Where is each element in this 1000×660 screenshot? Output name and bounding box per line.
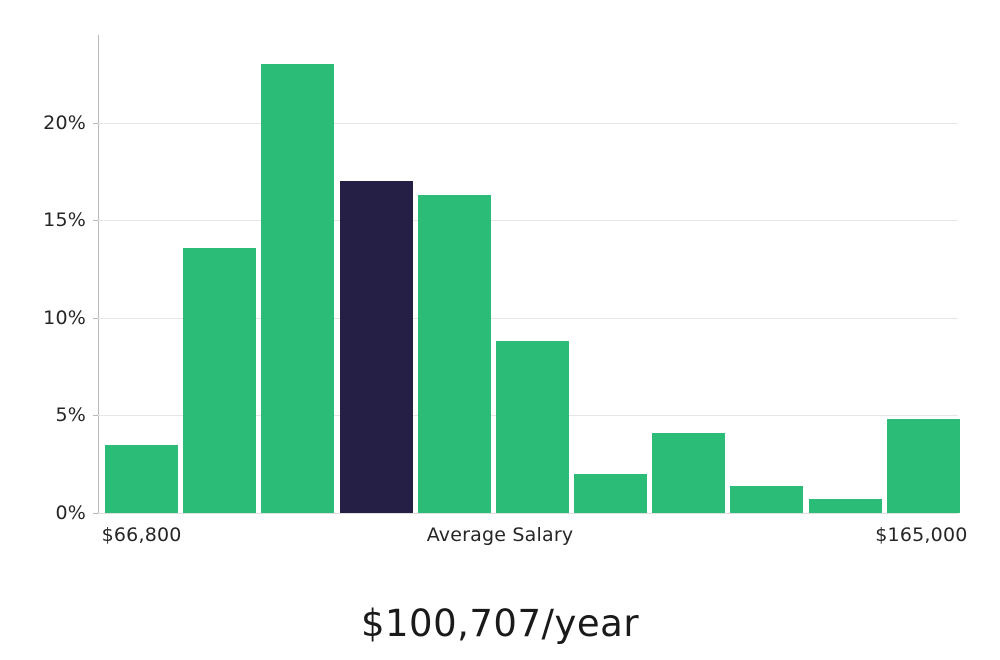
bar[interactable] (183, 247, 256, 513)
gridline (98, 317, 958, 319)
bar[interactable] (105, 444, 178, 513)
bar[interactable] (887, 419, 960, 513)
y-tick-label: 5% (55, 404, 86, 427)
bar[interactable] (418, 194, 491, 513)
y-axis-tick-marks (93, 35, 958, 514)
y-tick-label: 15% (43, 209, 86, 232)
gridline (98, 220, 958, 222)
bar[interactable] (730, 485, 803, 513)
bar-series (98, 35, 960, 513)
y-tick-label: 10% (43, 306, 86, 329)
y-tick-label: 0% (55, 502, 86, 524)
y-tick-mark (93, 220, 98, 222)
x-tick-label-min: $66,800 (101, 524, 182, 546)
y-axis-spine (98, 35, 99, 513)
bar[interactable] (261, 64, 334, 513)
plot-area (93, 35, 960, 514)
x-tick-label-max: $165,000 (875, 524, 968, 546)
average-salary-caption: $100,707/year (360, 602, 640, 645)
y-tick-mark (93, 317, 98, 319)
x-axis-tick-labels: $66,800 Average Salary $165,000 (0, 524, 1000, 554)
bar-highlighted[interactable] (340, 181, 413, 513)
bar[interactable] (574, 473, 647, 513)
y-tick-mark (93, 122, 98, 124)
bar[interactable] (809, 499, 882, 513)
y-tick-mark (93, 513, 98, 514)
x-axis-title: Average Salary (426, 524, 574, 546)
y-tick-mark (93, 415, 98, 417)
bar[interactable] (496, 341, 569, 513)
y-axis-tick-labels: 0% 5% 10% 15% 20% (0, 35, 86, 524)
gridline (98, 513, 958, 514)
bar[interactable] (652, 433, 725, 513)
y-tick-label: 20% (43, 111, 86, 134)
gridline (98, 122, 958, 124)
